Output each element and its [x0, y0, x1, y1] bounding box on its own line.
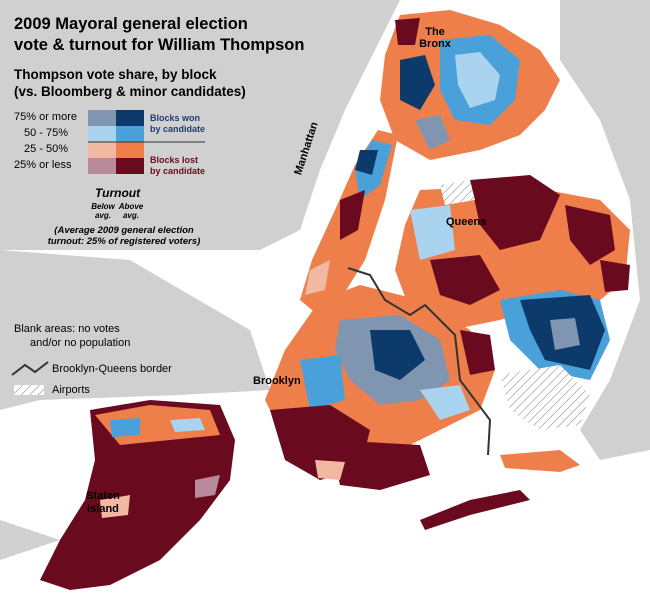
- lga-airport-hatch: [440, 180, 475, 205]
- legend-blank-line-1: Blank areas: no votes: [14, 323, 120, 335]
- legend-below-line-1: Below: [91, 202, 115, 211]
- legend-border-symbol: [11, 361, 49, 376]
- legend-bin-label-75: 75% or more: [14, 111, 77, 123]
- legend-turnout-title: Turnout: [95, 186, 141, 200]
- manhattan-area: [300, 130, 398, 315]
- legend-bin-label-25: 25 - 50%: [24, 143, 69, 155]
- jfk-airport-hatch: [500, 365, 590, 430]
- bronx-area: [380, 10, 560, 160]
- label-staten-line-2: Island: [87, 503, 119, 515]
- legend-border-label: Brooklyn-Queens border: [52, 363, 172, 375]
- brooklyn-queens-border: [347, 267, 492, 456]
- legend-airports-label: Airports: [52, 384, 90, 396]
- label-brooklyn: Brooklyn: [253, 375, 301, 387]
- coney-strip: [500, 450, 580, 472]
- label-queens: Queens: [446, 216, 487, 228]
- legend-won-line-2: by candidate: [150, 124, 206, 134]
- bottom-land: [0, 520, 60, 560]
- brooklyn-area: [265, 285, 495, 490]
- label-bronx-line-1: The: [425, 26, 445, 38]
- legend-swatch-25-above: [116, 142, 144, 158]
- label-staten-line-1: Staten: [86, 490, 120, 502]
- legend-swatch-25-below: [88, 142, 116, 158]
- legend-airport-symbol: [14, 385, 44, 395]
- legend-bin-label-50: 50 - 75%: [24, 127, 69, 139]
- subtitle-line-1: Thompson vote share, by block: [14, 67, 217, 82]
- legend-swatch-75-below: [88, 110, 116, 126]
- queens-area: [395, 175, 630, 380]
- nj-land: [0, 0, 400, 250]
- legend-swatch-0-above: [116, 158, 144, 174]
- legend-above-line-1: Above: [118, 202, 144, 211]
- legend-above-line-2: avg.: [122, 211, 139, 220]
- legend-avg-line-1: (Average 2009 general election: [54, 225, 194, 236]
- legend-below-line-2: avg.: [94, 211, 111, 220]
- staten-island-area: [40, 400, 235, 590]
- subtitle-line-2: (vs. Bloomberg & minor candidates): [14, 84, 246, 99]
- nj-land-south: [0, 250, 270, 410]
- legend-avg-line-2: turnout: 25% of registered voters): [47, 236, 201, 247]
- legend-bin-label-0: 25% or less: [14, 159, 72, 171]
- label-bronx-line-2: Bronx: [419, 38, 451, 50]
- legend-blank-line-2: and/or no population: [30, 337, 131, 349]
- legend-lost-line-1: Blocks lost: [150, 155, 199, 165]
- rockaway-strip: [420, 490, 530, 530]
- legend-swatch-0-below: [88, 158, 116, 174]
- legend-swatch-50-above: [116, 126, 144, 142]
- legend-won-line-1: Blocks won: [150, 113, 201, 123]
- legend-lost-line-2: by candidate: [150, 166, 206, 176]
- long-island-land: [560, 0, 650, 460]
- legend-swatch-75-above: [116, 110, 144, 126]
- title-line-1: 2009 Mayoral general election: [14, 15, 248, 33]
- legend-swatch-50-below: [88, 126, 116, 142]
- title-line-2: vote & turnout for William Thompson: [14, 36, 305, 54]
